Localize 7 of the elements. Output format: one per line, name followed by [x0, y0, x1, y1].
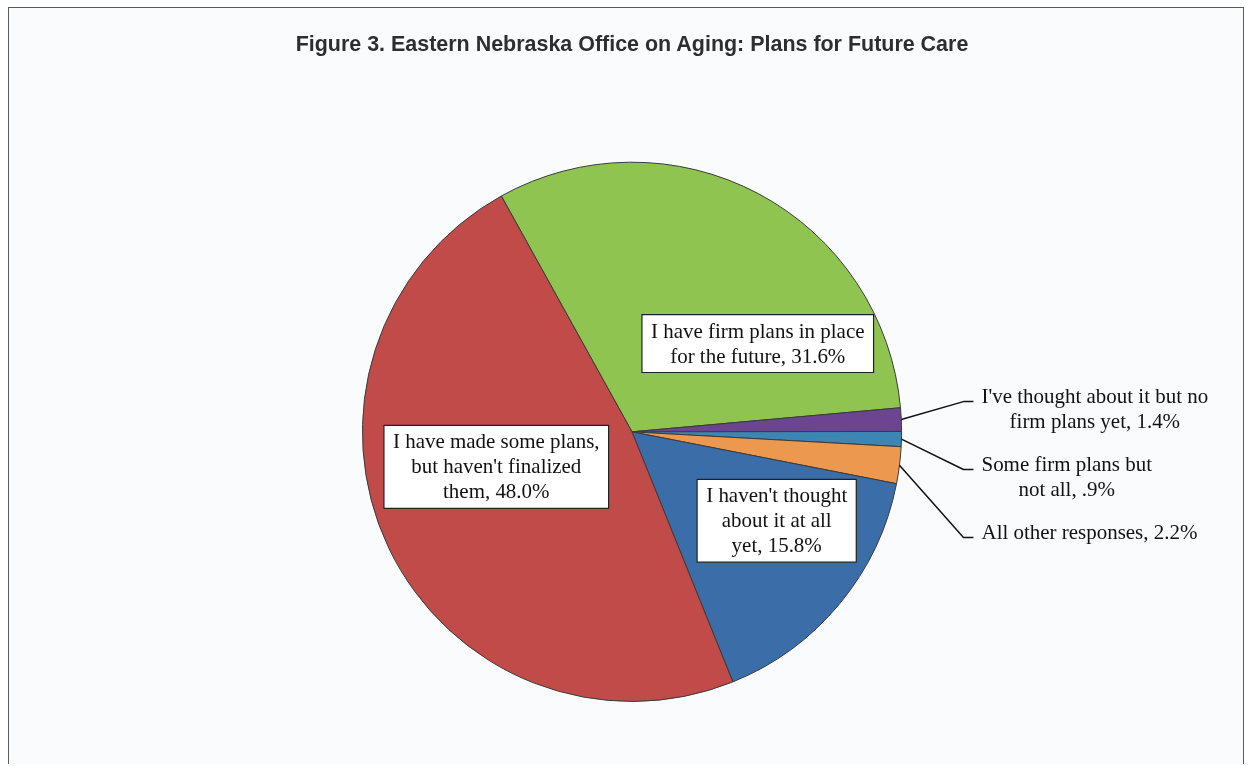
slice-label: I have made some plans, but haven't finalized them, 48.0%: [393, 429, 600, 504]
slice-label: Some firm plans but not all, .9%: [981, 452, 1153, 502]
chart-title: Figure 3. Eastern Nebraska Office on Aging: Plans for Future Care: [295, 31, 969, 56]
slice-label: I have firm plans in place for the future, 31.6%: [651, 318, 865, 368]
slice-label: I haven't thought about it at all yet, 15.8%: [706, 483, 848, 558]
slice-label: I've thought about it but no firm plans yet, 1.4%: [981, 384, 1209, 434]
slice-label: All other responses, 2.2%: [981, 519, 1198, 544]
